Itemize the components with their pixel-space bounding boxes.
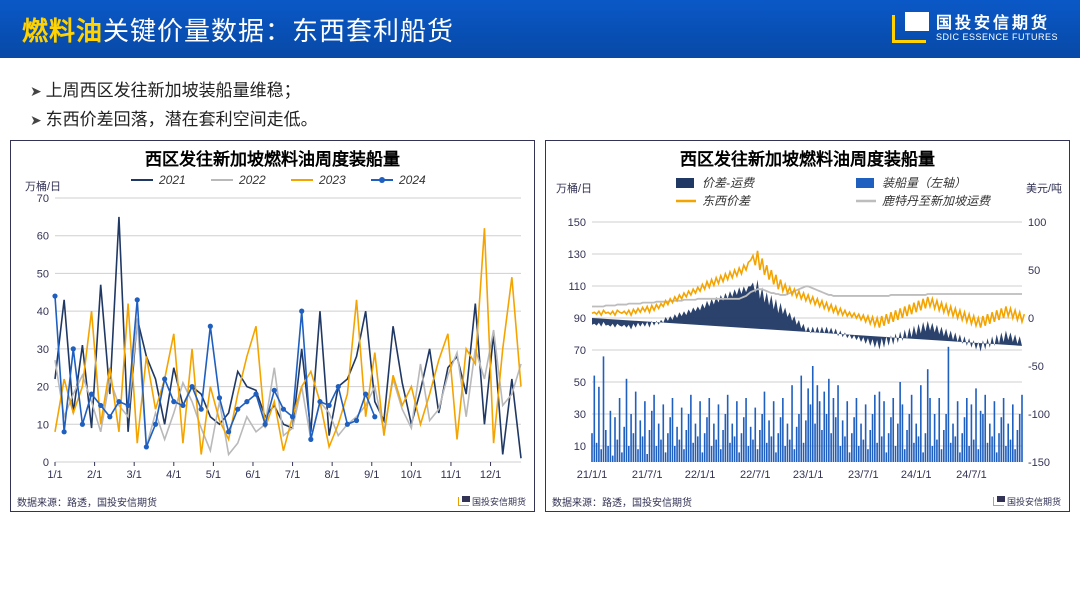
chart2-title: 西区发往新加坡燃料油周度装船量 bbox=[546, 141, 1069, 170]
svg-text:130: 130 bbox=[568, 249, 586, 261]
chart1-title: 西区发往新加坡燃料油周度装船量 bbox=[11, 141, 534, 170]
svg-text:7/1: 7/1 bbox=[285, 469, 300, 481]
svg-text:24/7/1: 24/7/1 bbox=[956, 469, 987, 481]
svg-text:9/1: 9/1 bbox=[364, 469, 379, 481]
chart1-watermark: 国投安信期货 bbox=[458, 495, 526, 508]
svg-text:0: 0 bbox=[43, 457, 49, 469]
svg-text:4/1: 4/1 bbox=[166, 469, 181, 481]
logo: 国投安信期货 SDIC ESSENCE FUTURES bbox=[892, 15, 1058, 43]
header-bar: 燃料油关键价量数据：东西套利船货 国投安信期货 SDIC ESSENCE FUT… bbox=[0, 0, 1080, 58]
svg-text:10/1: 10/1 bbox=[401, 469, 422, 481]
svg-text:1/1: 1/1 bbox=[47, 469, 62, 481]
svg-text:70: 70 bbox=[574, 345, 586, 357]
bullet-item: 上周西区发往新加坡装船量维稳； bbox=[30, 76, 1050, 101]
svg-text:-150: -150 bbox=[1028, 457, 1050, 469]
chart2-svg: 10 30 50 70 90 110 130 150 -150 -100 -50 0 50 100 21/1… bbox=[546, 170, 1066, 500]
svg-text:3/1: 3/1 bbox=[127, 469, 142, 481]
svg-text:24/1/1: 24/1/1 bbox=[901, 469, 932, 481]
svg-text:万桶/日: 万桶/日 bbox=[25, 179, 61, 193]
logo-cn: 国投安信期货 bbox=[936, 15, 1058, 33]
svg-text:60: 60 bbox=[37, 231, 49, 243]
page-title: 燃料油关键价量数据：东西套利船货 bbox=[22, 11, 454, 48]
logo-en: SDIC ESSENCE FUTURES bbox=[936, 33, 1058, 43]
svg-text:23/1/1: 23/1/1 bbox=[793, 469, 824, 481]
svg-text:21/1/1: 21/1/1 bbox=[577, 469, 608, 481]
svg-text:5/1: 5/1 bbox=[206, 469, 221, 481]
svg-text:鹿特丹至新加坡运费: 鹿特丹至新加坡运费 bbox=[882, 194, 991, 208]
svg-text:50: 50 bbox=[37, 268, 49, 280]
svg-text:万桶/日: 万桶/日 bbox=[556, 181, 592, 195]
svg-text:装船量（左轴）: 装船量（左轴） bbox=[882, 176, 966, 190]
svg-text:50: 50 bbox=[1028, 265, 1040, 277]
svg-text:30: 30 bbox=[37, 344, 49, 356]
svg-text:70: 70 bbox=[37, 193, 49, 205]
svg-text:110: 110 bbox=[568, 281, 586, 293]
svg-text:2024: 2024 bbox=[398, 173, 426, 187]
svg-text:8/1: 8/1 bbox=[325, 469, 340, 481]
svg-text:21/7/1: 21/7/1 bbox=[632, 469, 663, 481]
svg-text:12/1: 12/1 bbox=[480, 469, 501, 481]
chart2-footer: 数据来源：路透，国投安信期货 bbox=[552, 494, 692, 509]
charts-row: 西区发往新加坡燃料油周度装船量 0 10 20 30 40 50 60 70 1/1 2/1 3/1… bbox=[0, 140, 1080, 520]
title-accent: 燃料油 bbox=[22, 16, 103, 46]
logo-icon bbox=[892, 15, 926, 43]
svg-text:22/1/1: 22/1/1 bbox=[685, 469, 716, 481]
bullet-item: 东西价差回落，潜在套利空间走低。 bbox=[30, 105, 1050, 130]
svg-text:10: 10 bbox=[37, 419, 49, 431]
svg-text:0: 0 bbox=[1028, 313, 1034, 325]
svg-text:10: 10 bbox=[574, 441, 586, 453]
svg-text:价差-运费: 价差-运费 bbox=[702, 176, 755, 190]
chart1-svg: 0 10 20 30 40 50 60 70 1/1 2/1 3/1 4/1 5/1 6/1 7/1 8/1 9… bbox=[11, 170, 531, 500]
chart2-watermark: 国投安信期货 bbox=[993, 495, 1061, 508]
svg-text:40: 40 bbox=[37, 306, 49, 318]
svg-text:23/7/1: 23/7/1 bbox=[848, 469, 879, 481]
svg-text:22/7/1: 22/7/1 bbox=[740, 469, 771, 481]
title-rest: 关键价量数据：东西套利船货 bbox=[103, 16, 454, 46]
svg-text:20: 20 bbox=[37, 382, 49, 394]
svg-text:-50: -50 bbox=[1028, 361, 1044, 373]
svg-text:150: 150 bbox=[568, 217, 586, 229]
chart1-footer: 数据来源：路透，国投安信期货 bbox=[17, 494, 157, 509]
chart-left: 西区发往新加坡燃料油周度装船量 0 10 20 30 40 50 60 70 1/1 2/1 3/1… bbox=[10, 140, 535, 512]
svg-text:50: 50 bbox=[574, 377, 586, 389]
svg-text:2021: 2021 bbox=[158, 173, 186, 187]
svg-text:2022: 2022 bbox=[238, 173, 266, 187]
chart-right: 西区发往新加坡燃料油周度装船量 10 30 50 70 90 110 130 150 -150 -… bbox=[545, 140, 1070, 512]
logo-text: 国投安信期货 SDIC ESSENCE FUTURES bbox=[936, 15, 1058, 42]
svg-text:6/1: 6/1 bbox=[245, 469, 260, 481]
svg-text:100: 100 bbox=[1028, 217, 1046, 229]
svg-text:美元/吨: 美元/吨 bbox=[1026, 182, 1062, 195]
svg-text:30: 30 bbox=[574, 409, 586, 421]
svg-text:2/1: 2/1 bbox=[87, 469, 102, 481]
svg-text:2023: 2023 bbox=[318, 173, 346, 187]
svg-text:东西价差: 东西价差 bbox=[702, 194, 751, 208]
svg-text:90: 90 bbox=[574, 313, 586, 325]
svg-text:-100: -100 bbox=[1028, 409, 1050, 421]
bullet-list: 上周西区发往新加坡装船量维稳； 东西价差回落，潜在套利空间走低。 bbox=[0, 58, 1080, 140]
svg-text:11/1: 11/1 bbox=[441, 469, 462, 481]
